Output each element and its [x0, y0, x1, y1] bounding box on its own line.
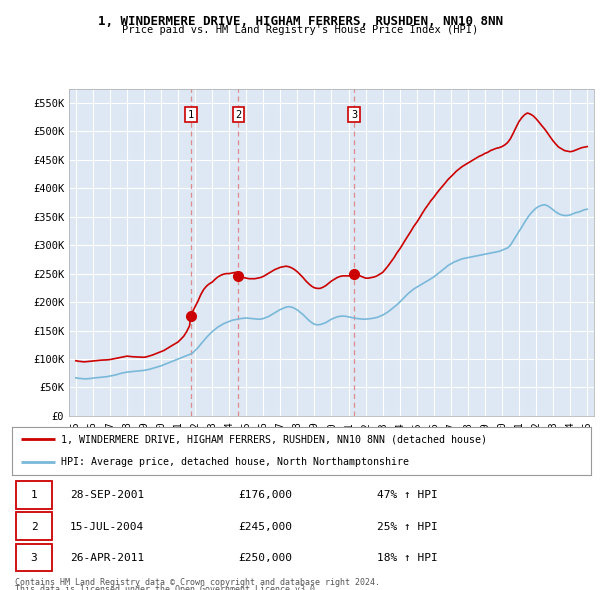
Text: 3: 3 [351, 110, 357, 120]
Text: 18% ↑ HPI: 18% ↑ HPI [377, 553, 437, 563]
Text: 28-SEP-2001: 28-SEP-2001 [70, 490, 144, 500]
Text: 1, WINDERMERE DRIVE, HIGHAM FERRERS, RUSHDEN, NN10 8NN (detached house): 1, WINDERMERE DRIVE, HIGHAM FERRERS, RUS… [61, 434, 487, 444]
Text: This data is licensed under the Open Government Licence v3.0.: This data is licensed under the Open Gov… [15, 585, 320, 590]
Text: 3: 3 [31, 553, 37, 563]
Text: 1, WINDERMERE DRIVE, HIGHAM FERRERS, RUSHDEN, NN10 8NN: 1, WINDERMERE DRIVE, HIGHAM FERRERS, RUS… [97, 15, 503, 28]
Text: 47% ↑ HPI: 47% ↑ HPI [377, 490, 437, 500]
Text: £250,000: £250,000 [238, 553, 292, 563]
Text: Price paid vs. HM Land Registry's House Price Index (HPI): Price paid vs. HM Land Registry's House … [122, 25, 478, 35]
FancyBboxPatch shape [16, 481, 52, 509]
Text: 2: 2 [235, 110, 242, 120]
FancyBboxPatch shape [16, 543, 52, 571]
FancyBboxPatch shape [16, 513, 52, 540]
Text: £176,000: £176,000 [238, 490, 292, 500]
Text: HPI: Average price, detached house, North Northamptonshire: HPI: Average price, detached house, Nort… [61, 457, 409, 467]
Text: 1: 1 [188, 110, 194, 120]
Text: £245,000: £245,000 [238, 522, 292, 532]
Text: 25% ↑ HPI: 25% ↑ HPI [377, 522, 437, 532]
Text: 2: 2 [31, 522, 37, 532]
Text: 26-APR-2011: 26-APR-2011 [70, 553, 144, 563]
Text: Contains HM Land Registry data © Crown copyright and database right 2024.: Contains HM Land Registry data © Crown c… [15, 578, 380, 587]
Text: 15-JUL-2004: 15-JUL-2004 [70, 522, 144, 532]
Text: 1: 1 [31, 490, 37, 500]
